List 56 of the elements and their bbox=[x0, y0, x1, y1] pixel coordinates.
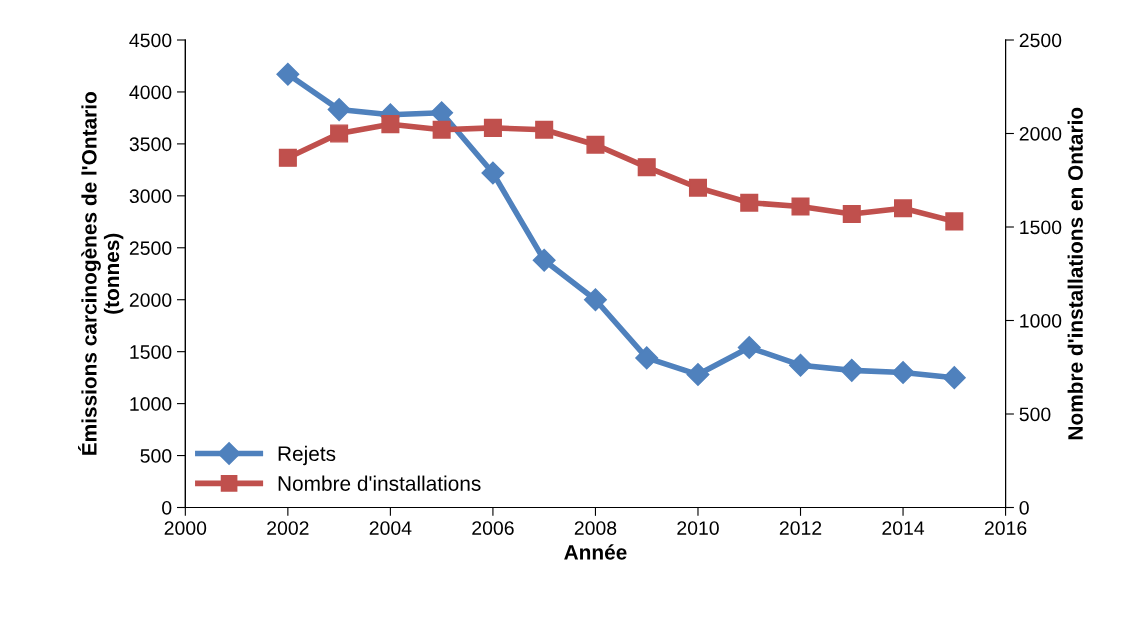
point bbox=[330, 124, 349, 143]
y2-tick-label: 2000 bbox=[1019, 126, 1062, 141]
point bbox=[945, 212, 964, 231]
y-tick-label: 4500 bbox=[129, 33, 172, 48]
y-tick-label: 500 bbox=[140, 449, 172, 463]
y-tick-label: 3500 bbox=[129, 137, 172, 152]
y2-axis-title: Nombre d'installations en Ontario bbox=[1067, 107, 1083, 440]
point bbox=[686, 363, 710, 387]
point bbox=[635, 346, 659, 370]
legend-label: Rejets bbox=[278, 445, 336, 466]
point bbox=[789, 353, 813, 377]
x-tick-label: 2014 bbox=[882, 521, 925, 535]
point bbox=[737, 336, 761, 360]
point bbox=[583, 288, 607, 312]
point bbox=[891, 360, 915, 384]
y2-tick-label: 1500 bbox=[1020, 220, 1062, 235]
y-tick-label: 1000 bbox=[130, 397, 172, 411]
point bbox=[740, 193, 759, 212]
x-tick-label: 2012 bbox=[779, 521, 822, 535]
point bbox=[276, 62, 300, 86]
x-tick-label: 2000 bbox=[164, 521, 207, 535]
y-tick-label: 3000 bbox=[129, 189, 172, 204]
x-tick-label: 2010 bbox=[677, 521, 719, 535]
x-tick-label: 2006 bbox=[472, 521, 514, 535]
x-tick-label: 2008 bbox=[574, 521, 617, 535]
y2-tick-label: 1000 bbox=[1020, 313, 1062, 328]
point bbox=[894, 199, 913, 218]
y2-tick-label: 2500 bbox=[1019, 33, 1062, 48]
point bbox=[586, 135, 605, 154]
point bbox=[278, 148, 297, 167]
y-tick-label: 1500 bbox=[130, 345, 172, 359]
legend-label: Nombre d'installations bbox=[278, 475, 481, 491]
point bbox=[840, 358, 864, 382]
point bbox=[688, 178, 708, 197]
x-tick-label: 2016 bbox=[984, 521, 1027, 535]
point bbox=[942, 366, 966, 390]
y-tick-label: 0 bbox=[162, 500, 172, 515]
point bbox=[532, 248, 556, 272]
point bbox=[481, 161, 505, 185]
y-tick-label: 4000 bbox=[129, 85, 172, 100]
point bbox=[791, 197, 810, 216]
y-tick-label: 2500 bbox=[129, 241, 172, 256]
point bbox=[483, 118, 502, 137]
y-tick-label: 2000 bbox=[129, 293, 172, 307]
y2-tick-label: 0 bbox=[1019, 500, 1029, 515]
x-axis-title: Année bbox=[564, 544, 627, 560]
point bbox=[381, 115, 400, 134]
y-axis-title: Émissions carcinogènes de l'Ontario (tonnes) bbox=[78, 92, 124, 455]
point bbox=[842, 204, 861, 223]
point bbox=[535, 120, 554, 139]
point bbox=[637, 158, 656, 177]
point bbox=[432, 120, 451, 139]
x-tick-label: 2004 bbox=[369, 521, 412, 535]
point bbox=[327, 98, 351, 122]
y2-tick-label: 500 bbox=[1019, 407, 1051, 422]
x-tick-label: 2002 bbox=[267, 521, 309, 535]
